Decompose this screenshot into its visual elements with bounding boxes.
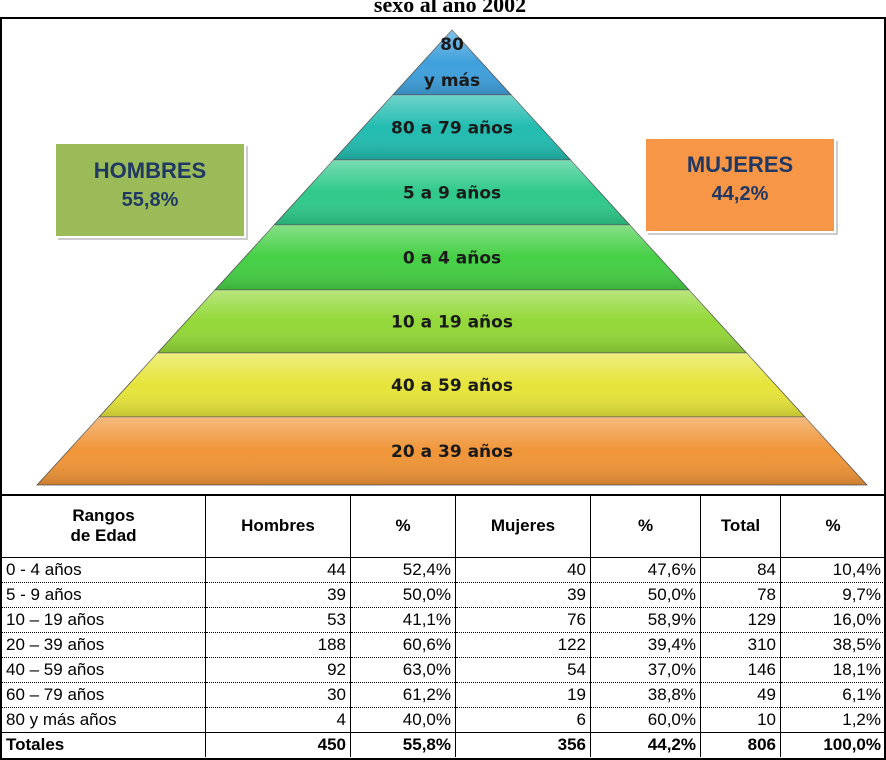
total-cell: Totales: [1, 732, 206, 757]
layer-label: 5 a 9 años: [403, 184, 501, 204]
data-row: 0 - 4 años 44 52,4% 40 47,6% 84 10,4%: [1, 557, 886, 583]
cell: 6,1%: [780, 682, 886, 708]
cell: 6: [455, 707, 591, 733]
cell: 40: [455, 557, 591, 583]
cell: 61,2%: [350, 682, 456, 708]
age-table: Rangos de Edad Hombres% Mujeres% Total% 0 - …: [1, 495, 886, 757]
cell: 39: [205, 582, 351, 608]
cell: 16,0%: [780, 607, 886, 633]
cell: 44: [205, 557, 351, 583]
cell: 0 - 4 años: [1, 557, 206, 583]
total-cell: 356: [455, 732, 591, 757]
layer-shade: [333, 95, 571, 160]
cell: 38,8%: [590, 682, 701, 708]
men-box: [54, 142, 246, 238]
cell: 10 – 19 años: [1, 607, 206, 633]
cell: 39,4%: [590, 632, 701, 658]
cell: 50,0%: [350, 582, 456, 608]
cell: 78: [700, 582, 781, 608]
cell: 37,0%: [590, 657, 701, 683]
header-cell: %: [780, 495, 886, 558]
layer-label: 80 a 79 años: [391, 119, 513, 139]
layer-shade: [37, 417, 867, 485]
layer-label: 80: [440, 35, 464, 55]
layer-shade: [157, 290, 747, 353]
header-cell: Rangos de Edad: [1, 495, 206, 558]
total-cell: 450: [205, 732, 351, 757]
layer-shade: [392, 30, 512, 95]
data-row: 80 y más años 4 40,0% 6 60,0% 10 1,2%: [1, 707, 886, 733]
cell: 84: [700, 557, 781, 583]
men-label: HOMBRES: [94, 158, 206, 183]
cell: 80 y más años: [1, 707, 206, 733]
totals-row: Totales 450 55,8% 356 44,2% 806 100,0%: [1, 732, 886, 757]
frame: [0, 17, 886, 760]
cell: 10,4%: [780, 557, 886, 583]
cell: 1,2%: [780, 707, 886, 733]
cell: 39: [455, 582, 591, 608]
cell: 40 – 59 años: [1, 657, 206, 683]
cell: 47,6%: [590, 557, 701, 583]
total-cell: 100,0%: [780, 732, 886, 757]
layer-shade: [274, 160, 630, 225]
data-row: 5 - 9 años 39 50,0% 39 50,0% 78 9,7%: [1, 582, 886, 608]
data-row: 60 – 79 años 30 61,2% 19 38,8% 49 6,1%: [1, 682, 886, 708]
layer-shade: [99, 353, 805, 417]
cell: 19: [455, 682, 591, 708]
cell: 41,1%: [350, 607, 456, 633]
title: sexo al año 2002: [374, 0, 526, 17]
layer-label: 10 a 19 años: [391, 313, 513, 333]
women-label: MUJERES: [687, 152, 793, 177]
total-cell: 806: [700, 732, 781, 757]
data-row: 20 – 39 años 188 60,6% 122 39,4% 310 38,5%: [1, 632, 886, 658]
layer-label: 0 a 4 años: [403, 249, 501, 269]
cell: 122: [455, 632, 591, 658]
women-box: [644, 137, 836, 233]
header-cell: %: [590, 495, 701, 558]
cell: 60 – 79 años: [1, 682, 206, 708]
total-cell: 55,8%: [350, 732, 456, 757]
cell: 63,0%: [350, 657, 456, 683]
cell: 146: [700, 657, 781, 683]
layer-shade: [214, 225, 690, 290]
data-row: 40 – 59 años 92 63,0% 54 37,0% 146 18,1%: [1, 657, 886, 683]
cell: 49: [700, 682, 781, 708]
pyramid: 80 y más 80 a 79 años 5 a 9 años 0 a 4 años 1…: [36, 29, 868, 486]
layer-label: 20 a 39 años: [391, 442, 513, 462]
cell: 40,0%: [350, 707, 456, 733]
layer-label: y más: [424, 71, 480, 91]
cell: 188: [205, 632, 351, 658]
header-cell: %: [350, 495, 456, 558]
cell: 50,0%: [590, 582, 701, 608]
cell: 60,0%: [590, 707, 701, 733]
cell: 9,7%: [780, 582, 886, 608]
header-cell: Hombres: [205, 495, 351, 558]
cell: 76: [455, 607, 591, 633]
header-cell: Mujeres: [455, 495, 591, 558]
total-cell: 44,2%: [590, 732, 701, 757]
cell: 18,1%: [780, 657, 886, 683]
header-row: Rangos de Edad Hombres% Mujeres% Total%: [1, 495, 886, 558]
cell: 52,4%: [350, 557, 456, 583]
women-percent: 44,2%: [712, 183, 769, 205]
cell: 4: [205, 707, 351, 733]
cell: 20 – 39 años: [1, 632, 206, 658]
cell: 53: [205, 607, 351, 633]
cell: 5 - 9 años: [1, 582, 206, 608]
layer-label: 40 a 59 años: [391, 376, 513, 396]
cell: 38,5%: [780, 632, 886, 658]
cell: 310: [700, 632, 781, 658]
header-cell: Total: [700, 495, 781, 558]
data-row: 10 – 19 años 53 41,1% 76 58,9% 129 16,0%: [1, 607, 886, 633]
cell: 10: [700, 707, 781, 733]
cell: 30: [205, 682, 351, 708]
cell: 92: [205, 657, 351, 683]
cell: 60,6%: [350, 632, 456, 658]
cell: 129: [700, 607, 781, 633]
cell: 58,9%: [590, 607, 701, 633]
cell: 54: [455, 657, 591, 683]
men-percent: 55,8%: [122, 189, 179, 211]
